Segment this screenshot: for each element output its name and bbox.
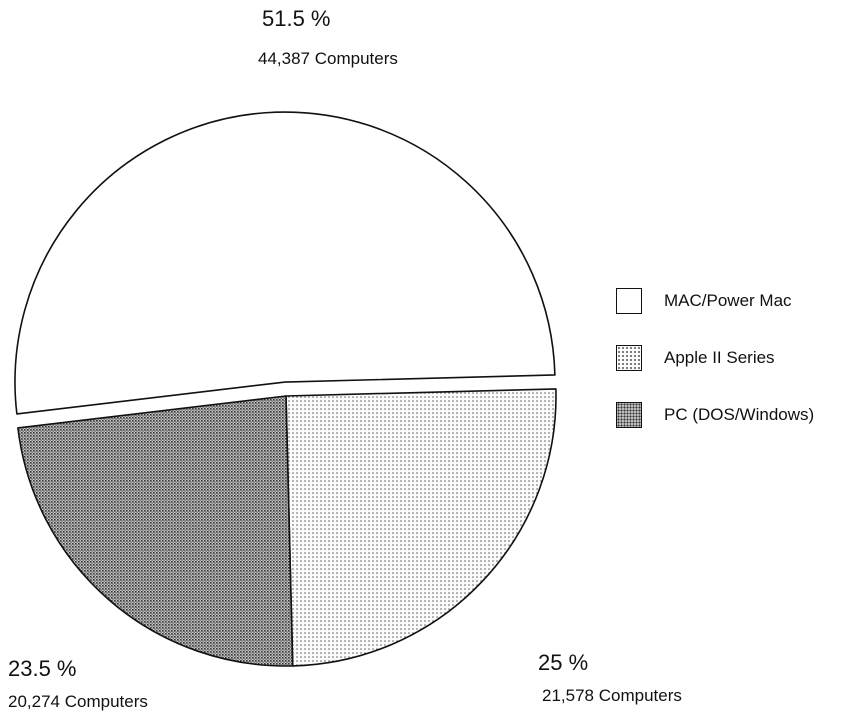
legend-label-pc: PC (DOS/Windows) [664, 405, 815, 424]
legend-item-apple2: Apple II Series [616, 345, 775, 371]
legend-swatch-pc [616, 402, 642, 428]
legend-label-apple2: Apple II Series [664, 348, 775, 367]
legend-item-mac: MAC/Power Mac [616, 288, 792, 314]
legend-item-pc: PC (DOS/Windows) [616, 402, 814, 428]
pc-count-label: 20,274 Computers [8, 692, 148, 711]
legend-swatch-mac [616, 288, 642, 314]
apple2-percent-label: 25 % [538, 650, 589, 675]
pie-slice-apple2 [285, 388, 557, 667]
mac-percent-label: 51.5 % [262, 6, 331, 31]
mac-count-label: 44,387 Computers [258, 49, 398, 68]
pc-percent-label: 23.5 % [8, 656, 77, 681]
pie-slice-pc [17, 395, 294, 667]
legend-swatch-apple2 [616, 345, 642, 371]
legend-label-mac: MAC/Power Mac [664, 291, 792, 310]
apple2-count-label: 21,578 Computers [542, 686, 682, 705]
pie-slice-mac [14, 111, 556, 415]
